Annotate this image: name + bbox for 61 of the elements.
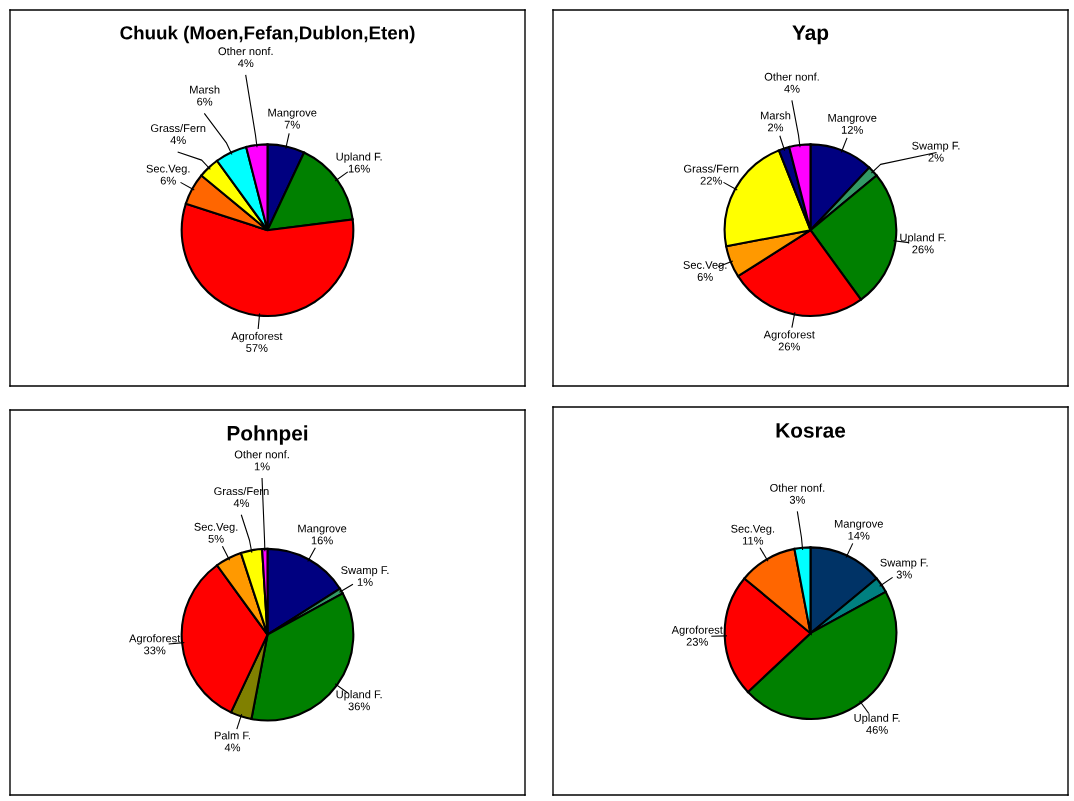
chart-title: Kosrae [776,423,846,438]
slice-label: Agroforest [763,330,815,341]
slice-label: Grass/Fern [683,164,739,173]
slice-label: Marsh [760,111,791,120]
slice-label: Other nonf. [770,483,825,492]
data-label: 6% [160,176,176,185]
data-label: 26% [912,245,934,254]
data-label: 4% [170,136,186,144]
data-label: 2% [768,123,784,132]
chart-title: Pohnpei [227,425,308,445]
data-label: 57% [246,344,268,352]
chart-title: Chuuk (Moen,Fefan,Dublon,Eten) [120,25,415,44]
data-label: 5% [208,534,224,543]
slice-label: Swamp F. [880,558,928,569]
data-label: 3% [789,495,806,504]
data-label: 26% [778,342,800,351]
slice-label: Other nonf. [234,450,289,459]
data-label: 1% [357,578,373,586]
data-label: 4% [233,499,250,508]
data-label: 3% [896,570,912,579]
chart-title: Yap [792,25,829,45]
slice-label: Marsh [190,85,220,94]
slice-label: Swamp F. [912,141,960,152]
slice-label: Sec.Veg. [146,164,190,175]
data-label: 46% [866,725,888,734]
slice-label: Upland F. [900,233,946,244]
data-label: 11% [742,536,764,545]
slice-label: Sec.Veg. [683,261,727,272]
slice-label: Sec.Veg. [194,522,238,533]
data-label: 36% [348,702,370,711]
data-label: 4% [224,743,241,752]
data-label: 7% [284,120,300,129]
data-label: 23% [686,637,708,646]
slice-label: Agroforest [671,625,723,636]
data-label: 14% [848,531,870,540]
data-label: 33% [144,646,166,655]
data-label: 22% [700,176,722,185]
data-label: 1% [254,462,270,471]
data-label: 16% [311,536,333,545]
data-label: 2% [928,153,944,162]
data-label: 4% [784,84,800,93]
slice-label: Sec.Veg. [731,524,775,535]
data-label: 4% [237,59,254,68]
slice-label: Grass/Fern [150,123,206,133]
slice-label: Agroforest [231,331,283,343]
slice-label: Palm F. [214,731,250,740]
slice-label: Other nonf. [218,47,273,56]
slice-label: Upland F. [336,152,382,163]
data-label: 12% [841,125,863,134]
data-label: 6% [697,272,713,281]
slice-label: Swamp F. [341,566,389,577]
data-label: 6% [197,97,213,106]
slice-label: Upland F. [854,713,900,725]
slice-label: Agroforest [129,634,181,645]
slice-label: Mangrove [834,519,883,530]
slice-label: Upland F. [336,690,382,701]
slice-label: Mangrove [268,108,317,119]
slice-label: Other nonf. [764,72,819,81]
slice-label: Mangrove [828,114,877,125]
slice-label: Mangrove [298,524,347,535]
data-label: 16% [348,164,370,173]
